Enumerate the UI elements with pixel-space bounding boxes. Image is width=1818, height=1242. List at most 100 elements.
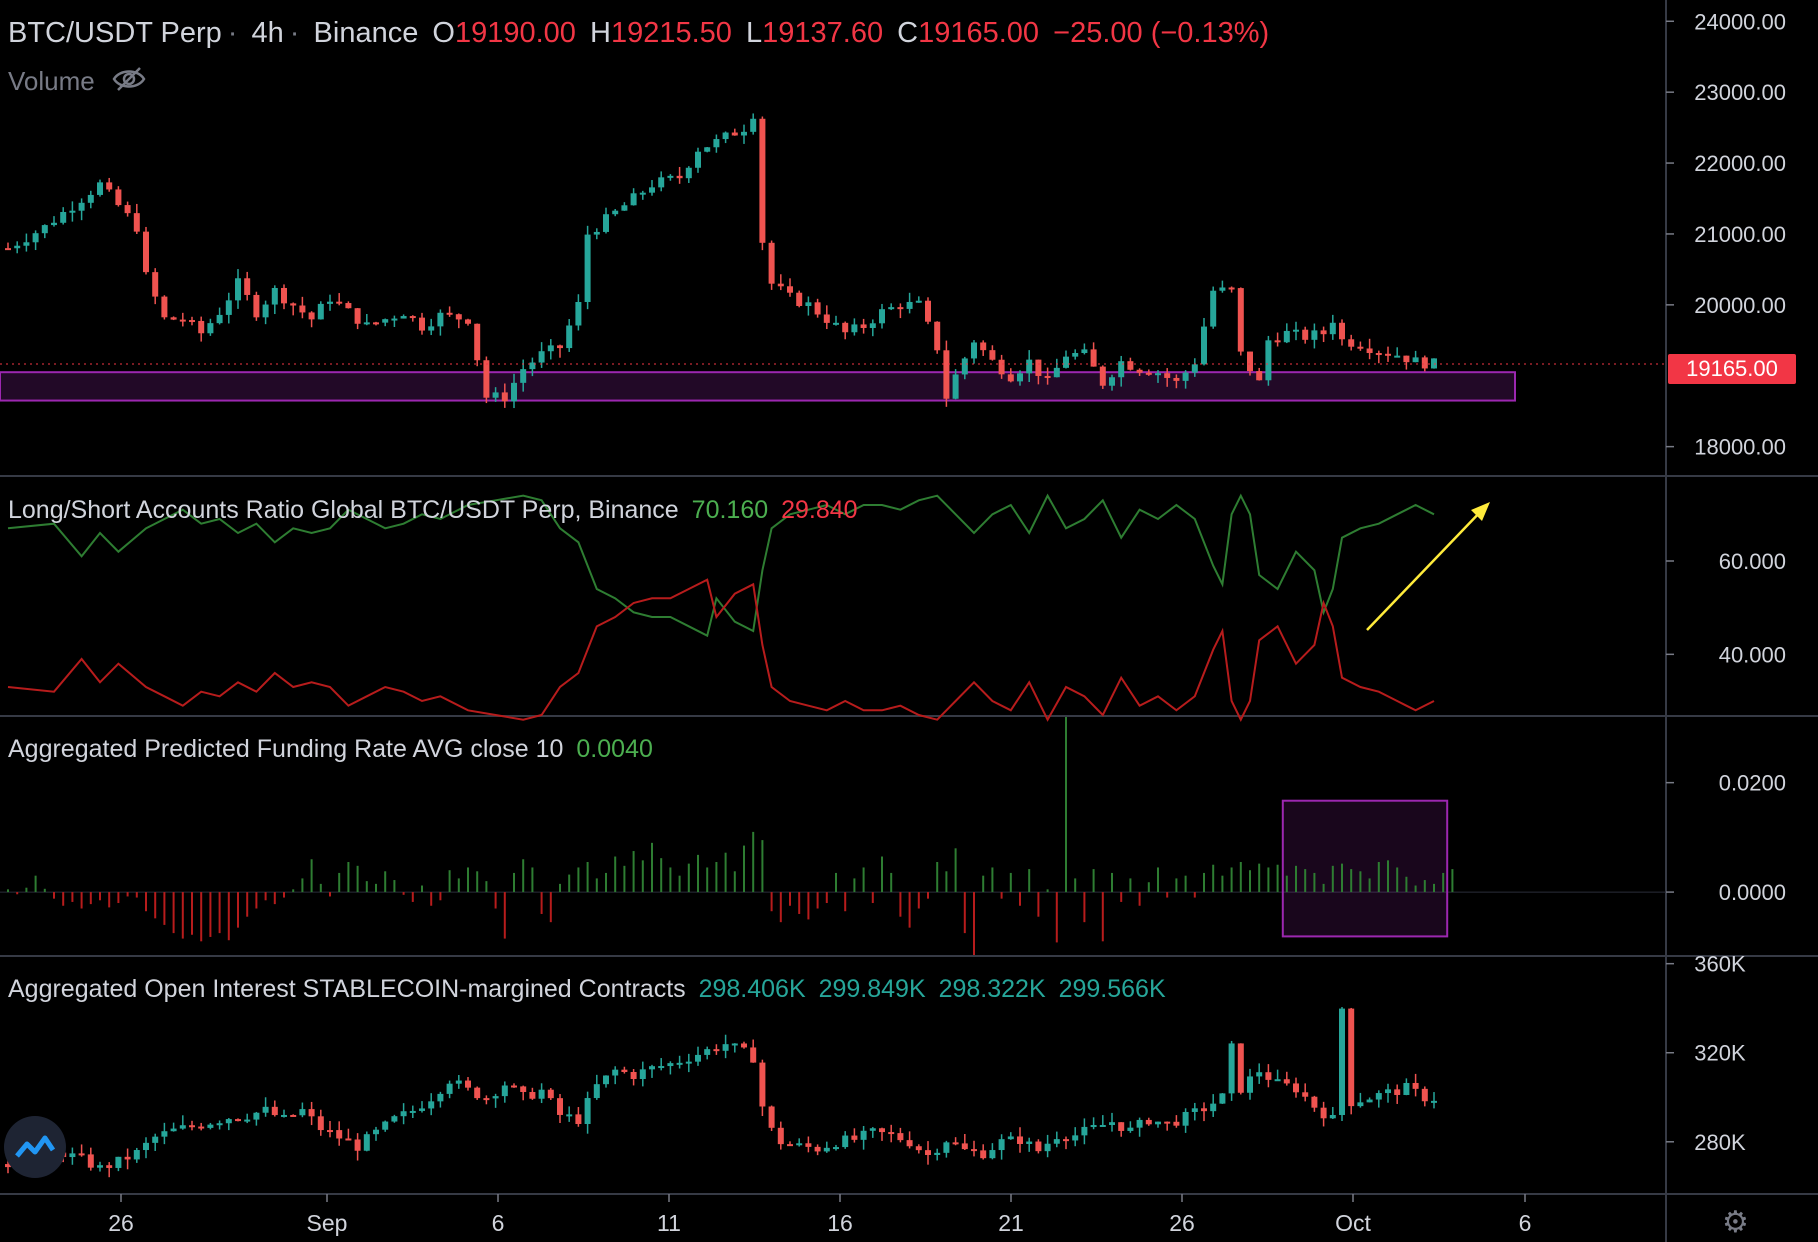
ls-short-value: 29.840 [781,496,858,524]
oi-candle [1394,1089,1401,1095]
price-candle [428,326,435,331]
oi-candle [327,1130,333,1133]
price-candle [1403,355,1410,363]
price-candle [1173,377,1180,381]
trend-arrow-line [1366,507,1485,631]
funding-legend: Aggregated Predicted Funding Rate AVG cl… [8,734,659,764]
price-candle [106,182,113,190]
ls-axis-label: 60.000 [1719,549,1786,574]
oi-candle [271,1106,278,1116]
time-axis-label: 26 [1169,1210,1195,1236]
price-candle [676,175,683,179]
price-candle [354,308,361,324]
price-candle [281,287,287,304]
price-candle [989,350,996,360]
oi-candle [630,1071,637,1080]
oi-candle [1219,1093,1226,1104]
oi-candle [575,1114,582,1125]
price-candle [1017,373,1023,382]
oi-candle [538,1089,545,1099]
oi-candle [1256,1072,1263,1077]
oi-title[interactable]: Aggregated Open Interest STABLECOIN-marg… [8,975,686,1003]
oi-candle [639,1069,646,1080]
eye-hidden-icon[interactable] [112,66,146,92]
oi-candle [1237,1043,1244,1093]
ls-ratio-title[interactable]: Long/Short Accounts Ratio Global BTC/USD… [8,496,679,524]
price-candle [621,205,628,211]
oi-candle [971,1149,977,1152]
oi-candle [437,1093,444,1102]
price-candle [1063,356,1069,368]
oi-candle [842,1135,849,1148]
oi-candle [1081,1126,1088,1136]
price-candle [879,309,885,324]
funding-title[interactable]: Aggregated Predicted Funding Rate AVG cl… [8,735,564,763]
oi-candle [1090,1125,1097,1128]
price-candle [1237,288,1244,352]
oi-candle [474,1087,481,1099]
interval[interactable]: 4h [251,17,284,49]
price-candle [345,303,352,309]
oi-candle [308,1109,315,1117]
settings-gear-icon[interactable]: ⚙ [1722,1206,1749,1239]
price-candle [1201,326,1207,365]
price-candle [814,302,821,315]
price-candle [373,322,379,325]
price-candle [262,304,269,318]
price-candle [842,322,849,333]
price-candle [759,118,766,243]
price-candle [787,286,793,293]
price-candle [658,177,665,188]
symbol-name[interactable]: BTC/USDT Perp [8,17,222,49]
price-candle [60,212,67,223]
oi-candle [446,1083,453,1094]
oi-candle [1403,1083,1410,1095]
oi-candle [768,1106,775,1128]
price-candle [860,324,867,328]
oi-candle [741,1043,747,1048]
price-candle [685,167,692,179]
price-candle [888,307,895,310]
price-candle [244,278,251,295]
oi-candle [299,1109,306,1116]
price-candle [1210,290,1217,327]
oi-candle [363,1134,370,1151]
ls-ratio-legend: Long/Short Accounts Ratio Global BTC/USD… [8,495,864,525]
oi-candle [1247,1076,1253,1093]
price-candle [69,210,76,213]
oi-candle [612,1069,619,1076]
oi-candle [557,1098,563,1115]
price-candle [1311,330,1318,340]
price-candle [492,392,499,398]
price-candle [78,202,85,211]
price-candle [51,222,57,226]
oi-candle [1201,1108,1207,1112]
price-candle [741,131,747,136]
oi-candle [704,1049,711,1055]
price-candle [1228,287,1235,290]
oi-candle [511,1085,517,1088]
oi-candle [1375,1093,1382,1100]
price-candle [189,320,195,323]
price-candle [695,151,701,168]
price-candle [133,213,140,232]
price-candle [143,231,149,273]
oi-candle [1017,1136,1023,1144]
volume-label[interactable]: Volume [8,66,95,96]
price-candle [419,317,425,331]
price-candle [1081,349,1088,353]
price-candle [1274,340,1281,343]
oi-legend: Aggregated Open Interest STABLECOIN-marg… [8,974,1172,1004]
price-candle [474,323,481,361]
time-axis-label: 26 [108,1210,134,1236]
tradingview-logo[interactable] [4,1116,66,1178]
oi-candle [1053,1139,1060,1144]
oi-open: 298.406K [698,975,806,1003]
price-candle [1366,348,1373,354]
oi-candle [1431,1100,1437,1103]
price-candle [998,359,1005,375]
oi-candle [198,1126,205,1129]
price-candle [750,118,757,132]
close-prefix: C [897,17,919,49]
